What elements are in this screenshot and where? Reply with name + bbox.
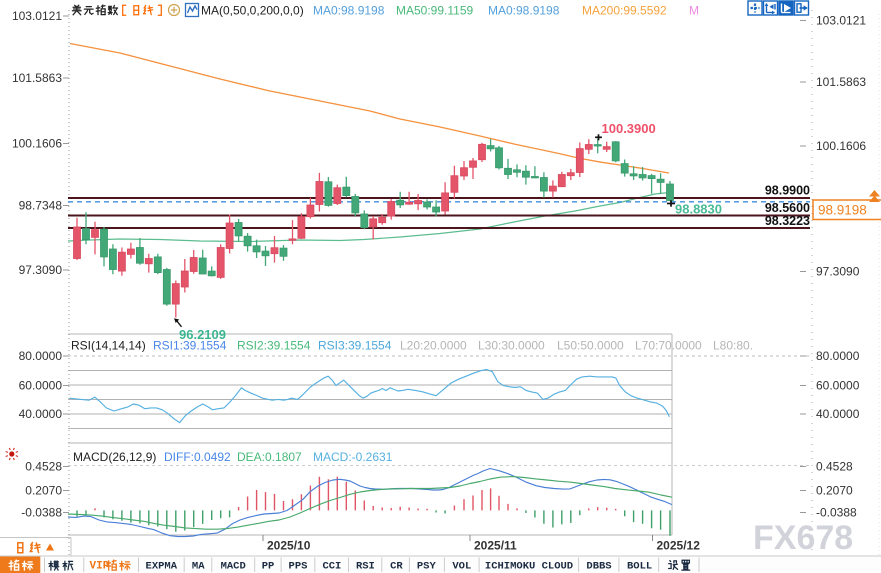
svg-text:RSI: RSI	[356, 561, 375, 573]
svg-text:PPS: PPS	[289, 561, 308, 573]
svg-text:MA200:99.5592: MA200:99.5592	[582, 4, 667, 18]
svg-text:0.4528: 0.4528	[25, 460, 62, 474]
svg-text:40.0000: 40.0000	[19, 407, 63, 421]
svg-text:0.4528: 0.4528	[816, 460, 853, 474]
svg-text:L80:80.: L80:80.	[713, 339, 753, 353]
svg-text:103.0121: 103.0121	[816, 14, 866, 28]
svg-text:101.5863: 101.5863	[816, 75, 866, 89]
svg-text:DIFF:0.0492: DIFF:0.0492	[164, 450, 231, 464]
svg-text:VIP: VIP	[90, 561, 110, 573]
svg-text:MA0:98.9198: MA0:98.9198	[488, 4, 560, 18]
svg-text:MACD:-0.2631: MACD:-0.2631	[313, 450, 393, 464]
svg-text:RSI2:39.1554: RSI2:39.1554	[237, 339, 311, 353]
svg-text:-0.0388: -0.0388	[21, 506, 62, 520]
svg-text:MA(0,50,0,200,0,0): MA(0,50,0,200,0,0)	[201, 4, 304, 18]
svg-text:60.0000: 60.0000	[816, 379, 860, 393]
svg-text:100.1606: 100.1606	[816, 139, 866, 153]
svg-text:L50:50.0000: L50:50.0000	[557, 339, 624, 353]
svg-text:97.3090: 97.3090	[19, 263, 63, 277]
svg-text:MA0:98.9198: MA0:98.9198	[313, 4, 385, 18]
svg-text:L70:70.0000: L70:70.0000	[635, 339, 702, 353]
svg-text:98.3223: 98.3223	[765, 214, 810, 228]
svg-text:98.9900: 98.9900	[765, 184, 810, 198]
svg-text:MA50:99.1159: MA50:99.1159	[396, 4, 473, 18]
svg-text:MACD(26,12,9): MACD(26,12,9)	[73, 450, 156, 464]
svg-text:100.3900: 100.3900	[602, 121, 656, 136]
svg-text:101.5863: 101.5863	[12, 71, 62, 85]
svg-text:RSI1:39.1554: RSI1:39.1554	[153, 339, 227, 353]
svg-text:80.0000: 80.0000	[19, 349, 63, 363]
svg-text:40.0000: 40.0000	[816, 407, 860, 421]
svg-text:RSI(14,14,14): RSI(14,14,14)	[71, 339, 146, 353]
svg-text:103.0121: 103.0121	[12, 9, 62, 23]
svg-text:80.0000: 80.0000	[816, 349, 860, 363]
svg-text:100.1606: 100.1606	[12, 137, 62, 151]
svg-text:98.8830: 98.8830	[675, 202, 722, 217]
svg-text:DBBS: DBBS	[586, 561, 611, 573]
svg-text:PSY: PSY	[417, 561, 437, 573]
svg-text:98.9198: 98.9198	[818, 203, 867, 218]
svg-text:MACD: MACD	[221, 561, 246, 573]
svg-text:MA: MA	[192, 561, 205, 573]
svg-text:PP: PP	[262, 561, 275, 573]
svg-text:-0.0388: -0.0388	[816, 506, 857, 520]
svg-text:2025/10: 2025/10	[267, 539, 311, 553]
svg-text:2025/11: 2025/11	[474, 539, 517, 553]
svg-text:BOLL: BOLL	[627, 561, 652, 573]
svg-text:98.5600: 98.5600	[765, 201, 810, 215]
svg-text:CCI: CCI	[322, 561, 341, 573]
svg-text:L30:30.0000: L30:30.0000	[478, 339, 545, 353]
svg-text:0.2070: 0.2070	[816, 484, 853, 498]
svg-text:ICHIMOKU CLOUD: ICHIMOKU CLOUD	[485, 561, 573, 573]
svg-text:60.0000: 60.0000	[19, 379, 63, 393]
svg-text:RSI3:39.1554: RSI3:39.1554	[318, 339, 392, 353]
svg-text:VOL: VOL	[452, 561, 471, 573]
svg-text:M: M	[689, 4, 699, 18]
svg-text:2025/12: 2025/12	[657, 539, 701, 553]
svg-text:DEA:0.1807: DEA:0.1807	[237, 450, 302, 464]
svg-text:96.2109: 96.2109	[179, 327, 226, 342]
svg-text:97.3090: 97.3090	[816, 265, 860, 279]
svg-text:98.7348: 98.7348	[19, 199, 63, 213]
svg-text:CR: CR	[390, 561, 403, 573]
svg-text:FX678: FX678	[753, 519, 853, 557]
svg-text:EXPMA: EXPMA	[146, 561, 178, 573]
svg-text:0.2070: 0.2070	[25, 484, 62, 498]
svg-text:L20:20.0000: L20:20.0000	[400, 339, 467, 353]
